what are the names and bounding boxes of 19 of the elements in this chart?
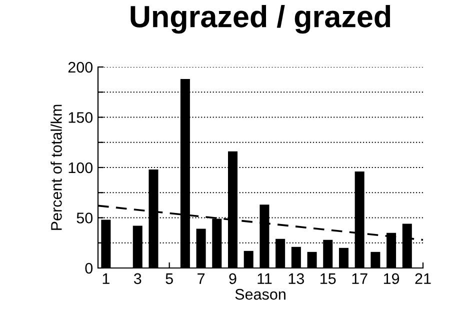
x-tick-label: 15 xyxy=(320,273,336,284)
x-tick-label: 13 xyxy=(288,273,304,284)
y-tick-label: 100 xyxy=(68,162,93,174)
y-tick-label: 50 xyxy=(76,212,93,224)
x-tick-label: 3 xyxy=(134,273,142,284)
chart-title: Ungrazed / grazed xyxy=(130,4,390,34)
x-tick-label: 11 xyxy=(258,273,272,284)
x-tick-label: 21 xyxy=(415,273,431,284)
x-tick-label: 1 xyxy=(102,273,110,284)
x-tick-label: 9 xyxy=(229,273,236,284)
x-tick-label: 7 xyxy=(198,273,205,284)
y-axis-title: Percent of total/km xyxy=(50,104,62,230)
x-tick-label: 5 xyxy=(166,273,173,284)
x-tick-label: 17 xyxy=(352,273,368,284)
y-tick-label: 200 xyxy=(68,62,93,73)
y-tick-label: 0 xyxy=(85,262,93,274)
y-tick-label: 150 xyxy=(68,112,93,123)
x-axis-title: Season xyxy=(235,288,286,300)
x-tick-label: 19 xyxy=(384,273,400,284)
